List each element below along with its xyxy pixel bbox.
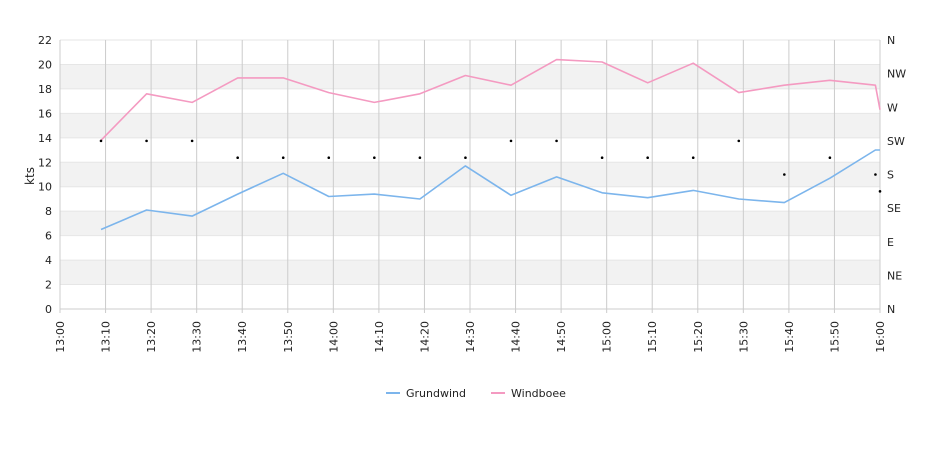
direction-dot (145, 139, 148, 143)
x-tick-label: 16:00 (874, 321, 887, 353)
direction-tick-label: NE (887, 269, 902, 282)
x-tick-label: 13:20 (145, 321, 158, 353)
x-tick-label: 13:50 (282, 321, 295, 353)
direction-dot (737, 139, 741, 143)
x-tick-label: 14:30 (464, 321, 477, 353)
x-tick-label: 14:10 (373, 321, 386, 353)
direction-dot (600, 156, 604, 159)
direction-tick-label: N (887, 34, 895, 47)
y-tick-label: 8 (45, 205, 52, 218)
direction-dot (878, 190, 882, 193)
y-tick-label: 6 (45, 230, 52, 243)
x-tick-label: 15:50 (828, 321, 841, 353)
y-tick-label: 22 (38, 34, 52, 47)
direction-dot (327, 156, 331, 159)
x-tick-label: 14:40 (510, 321, 523, 353)
direction-tick-label: E (887, 236, 894, 249)
y-tick-label: 16 (38, 107, 52, 120)
direction-tick-label: NW (887, 68, 906, 81)
y-tick-label: 0 (45, 303, 52, 316)
y-tick-label: 12 (38, 156, 52, 169)
direction-dot (418, 156, 422, 159)
legend-label: Grundwind (406, 387, 466, 400)
x-tick-label: 15:00 (601, 321, 614, 353)
direction-dots (99, 139, 882, 193)
direction-tick-label: SE (887, 202, 901, 215)
y-axis-ticks: 0 2 4 6 8 10 12 14 16 18 20 22 (38, 34, 52, 316)
legend-label: Windboee (511, 387, 566, 400)
direction-dot (828, 156, 832, 159)
x-tick-label: 15:20 (692, 321, 705, 353)
y-tick-label: 20 (38, 58, 52, 71)
x-axis-ticks: 13:00 13:10 13:20 13:30 13:40 13:50 14:00 14:10… (54, 321, 887, 353)
y-tick-label: 2 (45, 279, 52, 292)
direction-dot (99, 139, 103, 143)
direction-dot (236, 156, 239, 159)
direction-dot (874, 173, 877, 176)
x-tick-label: 13:10 (100, 321, 113, 353)
direction-dot (281, 156, 285, 159)
direction-dot (464, 156, 467, 159)
direction-tick-label: W (887, 101, 898, 114)
series-line-grundwind (100, 149, 880, 231)
y-tick-label: 18 (38, 83, 52, 96)
x-tick-label: 14:20 (418, 321, 431, 353)
direction-dot (373, 156, 376, 159)
x-tick-label: 15:10 (646, 321, 659, 353)
x-tick-label: 14:50 (555, 321, 568, 353)
y-tick-label: 4 (45, 254, 52, 267)
direction-dot (555, 139, 558, 143)
x-tick-label: 15:30 (737, 321, 750, 353)
direction-dot (646, 156, 649, 159)
direction-tick-label: S (887, 169, 894, 182)
y-axis-label: kts (23, 167, 37, 185)
legend: Grundwind Windboee (386, 387, 566, 400)
x-tick-label: 15:40 (783, 321, 796, 353)
vertical-gridlines (59, 40, 881, 313)
x-tick-label: 13:00 (54, 321, 67, 353)
series-lines (100, 58, 881, 231)
series-line-windboee (100, 58, 881, 141)
x-tick-label: 14:00 (327, 321, 340, 353)
y-tick-label: 10 (38, 181, 52, 194)
direction-dot (509, 139, 513, 143)
direction-tick-label: SW (887, 135, 905, 148)
x-tick-label: 13:40 (236, 321, 249, 353)
direction-axis-ticks: N NW W SW S SE E NE N (887, 34, 906, 316)
direction-dot (190, 139, 194, 143)
direction-dot (691, 156, 695, 159)
x-tick-label: 13:30 (191, 321, 204, 353)
direction-tick-label: N (887, 303, 895, 316)
direction-dot (783, 173, 786, 176)
y-tick-label: 14 (38, 132, 52, 145)
